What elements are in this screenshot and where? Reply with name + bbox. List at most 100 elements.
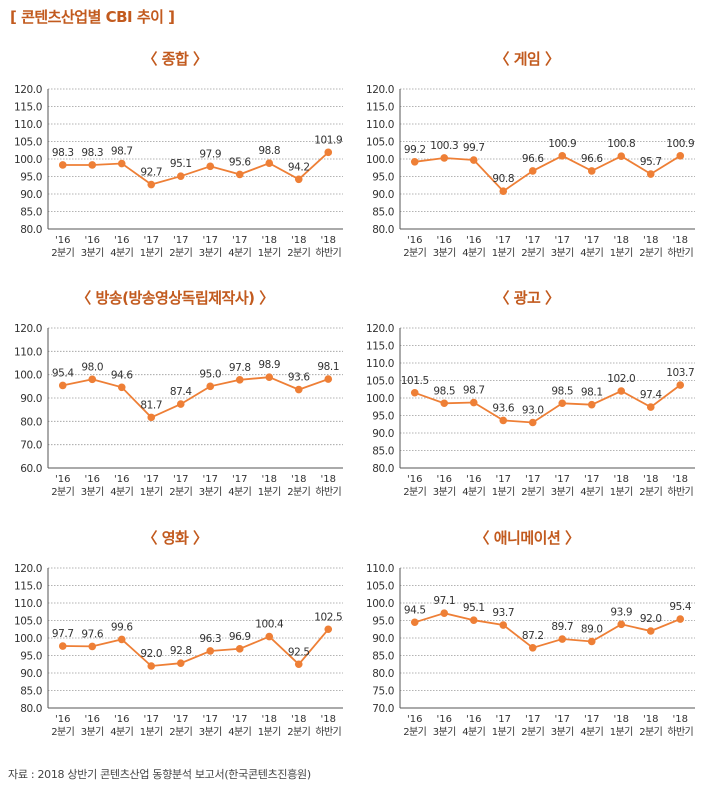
x-tick-label: '17 — [203, 714, 218, 725]
data-label: 98.7 — [463, 385, 485, 397]
x-tick-label: '16 — [55, 714, 70, 725]
x-tick-label: 하반기 — [667, 485, 693, 498]
x-tick-label: '18 — [643, 235, 658, 246]
x-tick-label: '18 — [321, 474, 336, 485]
x-tick-label: 3분기 — [551, 247, 574, 259]
data-point — [235, 645, 244, 653]
x-tick-label: 3분기 — [81, 247, 104, 259]
y-tick-label: 110.0 — [366, 358, 394, 370]
data-point — [324, 148, 333, 157]
data-point — [88, 375, 97, 384]
x-tick-label: '16 — [466, 474, 481, 485]
line-chart-broadcast: 120.0110.0100.090.080.070.060.0'162분기'16… — [14, 323, 343, 498]
y-tick-label: 100.0 — [366, 393, 394, 405]
data-point — [265, 159, 274, 167]
x-tick-label: 1분기 — [610, 486, 633, 498]
chart-panel-animation: 〈 애니메이션 〉 110.0 105.0 100.0 95.0 90.0 85.0 80.… — [352, 527, 702, 752]
y-tick-label: 80.0 — [20, 703, 42, 715]
y-tick-label: 80.0 — [20, 224, 42, 236]
data-point — [558, 635, 567, 643]
x-tick-label: '17 — [584, 714, 599, 725]
data-point — [206, 647, 215, 655]
y-tick-label: 105.0 — [366, 581, 394, 593]
data-label: 87.4 — [170, 386, 192, 398]
x-tick-label: 2분기 — [403, 726, 426, 738]
data-label: 102.5 — [314, 611, 342, 623]
y-tick-label: 110.0 — [366, 119, 394, 131]
x-tick-label: 4분기 — [580, 726, 603, 738]
x-tick-label: 2분기 — [521, 486, 544, 498]
y-tick-label: 85.0 — [20, 686, 42, 698]
x-tick-label: '17 — [232, 235, 247, 246]
y-tick-label: 110.0 — [14, 598, 42, 610]
x-tick-label: 2분기 — [169, 486, 192, 498]
data-point — [440, 399, 449, 408]
x-tick-label: '16 — [407, 714, 422, 725]
data-point — [176, 172, 185, 180]
x-tick-label: '18 — [673, 235, 688, 246]
x-tick-label: '16 — [85, 714, 100, 725]
data-point — [499, 621, 508, 629]
x-tick-label: '18 — [614, 714, 629, 725]
x-tick-label: 3분기 — [81, 486, 104, 498]
x-tick-label: 2분기 — [521, 247, 544, 259]
x-tick-label: 1분기 — [140, 726, 163, 738]
x-tick-label: 4분기 — [228, 726, 251, 738]
x-tick-label: '17 — [555, 714, 570, 725]
data-label: 93.9 — [610, 606, 632, 618]
data-label: 92.7 — [140, 167, 162, 179]
data-label: 98.0 — [81, 361, 103, 373]
x-tick-label: '17 — [496, 235, 511, 246]
y-tick-label: 120.0 — [14, 563, 42, 575]
x-tick-label: '18 — [673, 714, 688, 725]
data-point — [676, 615, 685, 623]
x-tick-label: 3분기 — [199, 486, 222, 498]
data-point — [587, 400, 596, 409]
data-label: 98.5 — [433, 385, 455, 397]
data-label: 96.9 — [229, 631, 251, 643]
x-tick-label: '18 — [262, 474, 277, 485]
chart-panel-movie: 〈 영화 〉 120.0 115.0 110.0 105.0 100.0 95.0 90.0… — [0, 527, 350, 752]
y-tick-label: 95.0 — [20, 651, 42, 663]
data-point — [117, 635, 126, 644]
x-tick-label: '16 — [55, 235, 70, 246]
data-label: 95.1 — [463, 602, 485, 614]
series-line — [62, 628, 329, 667]
data-point — [617, 620, 626, 629]
x-tick-label: 4분기 — [462, 486, 485, 498]
x-tick-label: '18 — [643, 474, 658, 485]
series-line — [62, 376, 329, 419]
x-tick-label: '16 — [466, 235, 481, 246]
x-tick-label: 2분기 — [287, 247, 310, 259]
x-tick-label: 4분기 — [110, 486, 133, 498]
data-point — [499, 416, 508, 425]
x-tick-label: '16 — [85, 235, 100, 246]
data-point — [294, 175, 303, 184]
x-tick-label: 1분기 — [140, 486, 163, 498]
data-label: 95.4 — [669, 601, 691, 613]
data-label: 92.5 — [288, 646, 310, 658]
data-label: 93.6 — [288, 372, 310, 384]
chart-title: 〈 광고 〉 — [494, 289, 560, 307]
y-tick-label: 80.0 — [372, 668, 394, 680]
chart-panel-game: 〈 게임 〉 120.0 115.0 110.0 105.0 100.0 95.0 90.0… — [352, 48, 702, 273]
data-point — [676, 152, 685, 160]
x-tick-label: 3분기 — [551, 486, 574, 498]
data-point — [646, 627, 655, 635]
y-tick-label: 120.0 — [14, 84, 42, 96]
x-tick-label: 2분기 — [287, 726, 310, 738]
line-chart-overall: 120.0 115.0 110.0 105.0 100.0 95.0 90.0 85.0 80.… — [14, 84, 343, 259]
y-tick-label: 85.0 — [372, 446, 394, 458]
y-tick-label: 115.0 — [14, 102, 42, 114]
x-tick-label: 3분기 — [433, 726, 456, 738]
data-label: 97.1 — [433, 595, 455, 607]
line-chart-animation: 110.0 105.0 100.0 95.0 90.0 85.0 80.0 75.0 70.0 '… — [366, 563, 695, 738]
x-tick-label: '17 — [203, 474, 218, 485]
x-tick-label: '16 — [407, 474, 422, 485]
x-tick-label: 1분기 — [140, 247, 163, 259]
y-tick-label: 95.0 — [20, 172, 42, 184]
x-tick-label: 2분기 — [639, 726, 662, 738]
line-chart-game: 120.0 115.0 110.0 105.0 100.0 95.0 90.0 85.0 80.… — [366, 84, 695, 259]
page-title: [ 콘텐츠산업별 CBI 추이 ] — [10, 8, 175, 26]
x-tick-label: 4분기 — [110, 247, 133, 259]
